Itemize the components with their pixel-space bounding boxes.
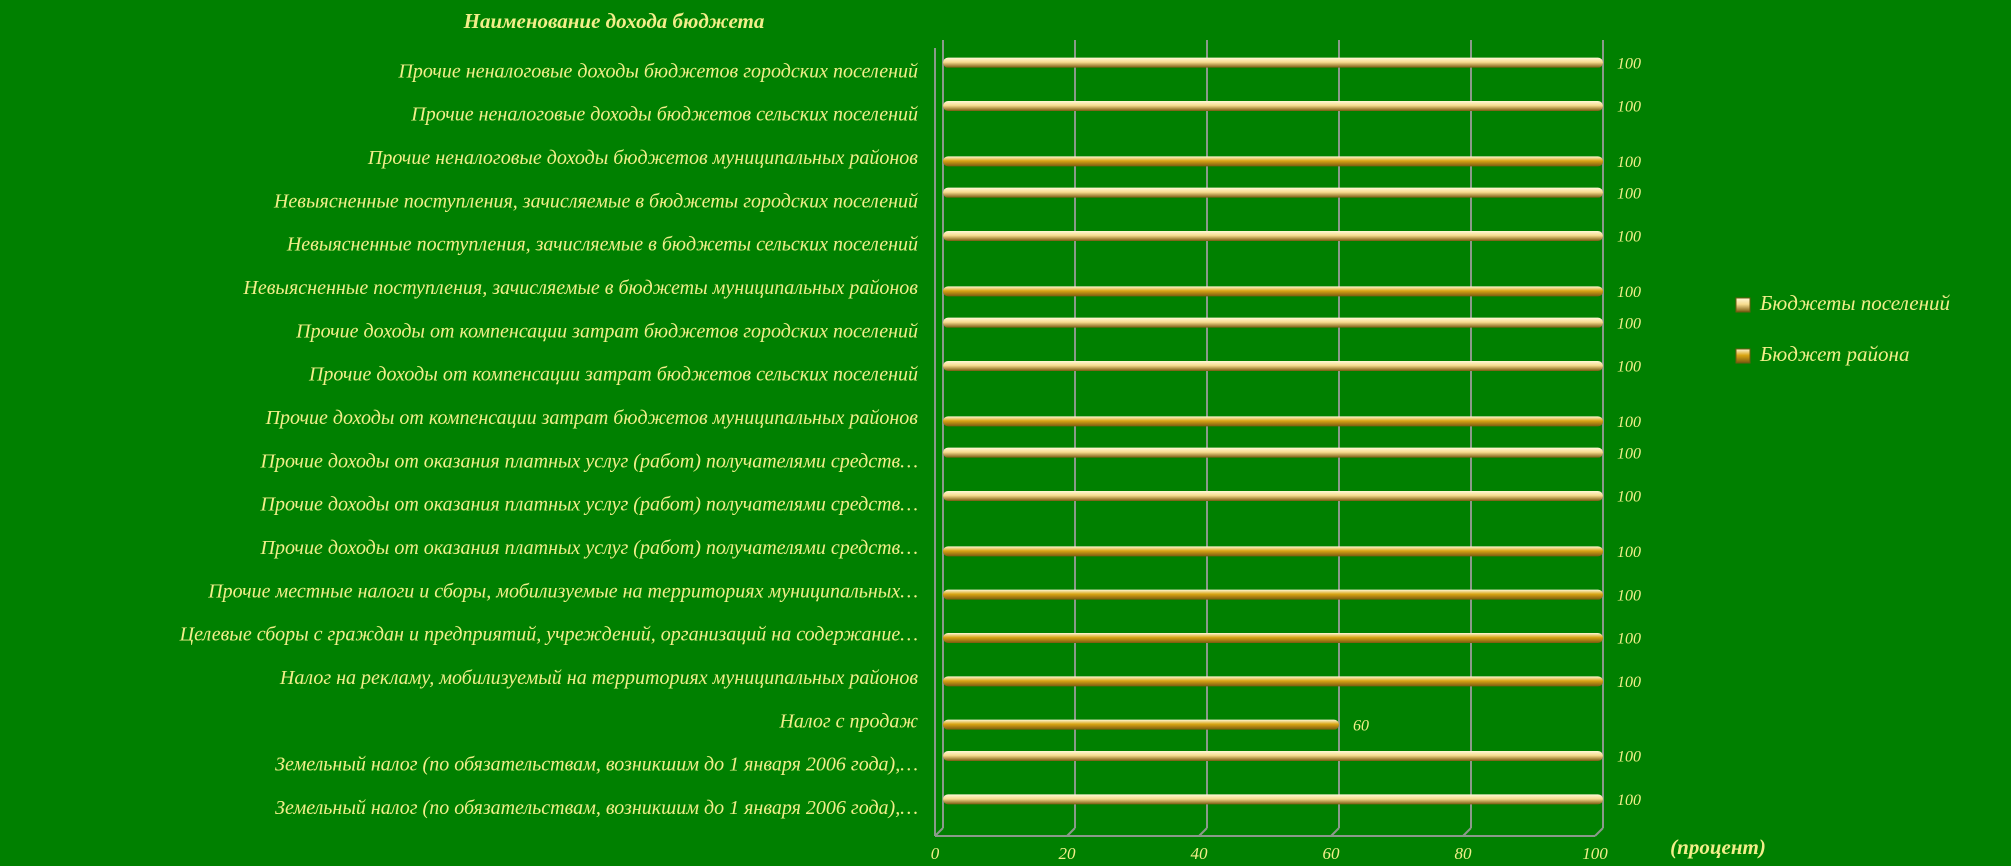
y-tick-label: Прочие доходы от компенсации затрат бюдж… xyxy=(295,320,918,342)
tick-mark xyxy=(1462,827,1472,837)
y-tick-label: Невыясненные поступления, зачисляемые в … xyxy=(273,190,918,212)
x-tick-label: 100 xyxy=(1582,844,1608,863)
value-label: 100 xyxy=(1617,749,1641,766)
y-tick-label: Прочие доходы от оказания платных услуг … xyxy=(260,537,919,559)
y-tick-label: Прочие доходы от оказания платных услуг … xyxy=(260,450,919,472)
bar xyxy=(943,447,1603,458)
value-label: 100 xyxy=(1617,544,1641,561)
y-tick-label: Целевые сборы с граждан и предприятий, у… xyxy=(179,624,918,646)
y-tick-label: Невыясненные поступления, зачисляемые в … xyxy=(286,234,918,256)
tick-mark xyxy=(934,827,944,837)
bar xyxy=(943,317,1603,328)
value-label: 100 xyxy=(1617,674,1641,691)
bar xyxy=(943,794,1603,805)
bar xyxy=(943,286,1603,297)
bar xyxy=(943,101,1603,111)
value-label: 100 xyxy=(1617,792,1641,809)
bar xyxy=(943,589,1603,600)
tick-mark xyxy=(1066,827,1076,837)
legend-swatch xyxy=(1735,297,1751,313)
value-label: 100 xyxy=(1617,587,1641,604)
tick-mark xyxy=(1330,827,1340,837)
bar xyxy=(943,156,1603,167)
bar xyxy=(943,633,1603,643)
value-label: 100 xyxy=(1617,315,1641,332)
bar xyxy=(943,57,1603,68)
y-tick-label: Земельный налог (по обязательствам, возн… xyxy=(275,754,918,776)
x-tick-label: 20 xyxy=(1059,844,1077,863)
y-tick-label: Прочие неналоговые доходы бюджетов город… xyxy=(397,60,918,82)
value-label: 100 xyxy=(1617,229,1641,246)
value-label: 100 xyxy=(1617,489,1641,506)
y-tick-label: Прочие местные налоги и сборы, мобилизуе… xyxy=(207,580,918,602)
y-tick-label: Земельный налог (по обязательствам, возн… xyxy=(275,797,918,819)
legend-label: Бюджет района xyxy=(1759,342,1909,366)
value-label: 100 xyxy=(1617,631,1641,648)
bar xyxy=(943,546,1603,557)
bar xyxy=(943,491,1603,501)
value-label: 100 xyxy=(1617,99,1641,116)
bar xyxy=(943,676,1603,687)
bar xyxy=(943,416,1603,427)
value-label: 100 xyxy=(1617,154,1641,171)
value-label: 100 xyxy=(1617,359,1641,376)
y-tick-label: Прочие неналоговые доходы бюджетов сельс… xyxy=(410,104,918,126)
value-label: 100 xyxy=(1617,284,1641,301)
value-label: 100 xyxy=(1617,414,1641,431)
value-label: 100 xyxy=(1617,185,1641,202)
y-tick-label: Прочие неналоговые доходы бюджетов муниц… xyxy=(367,147,918,169)
x-tick-label: 40 xyxy=(1191,844,1209,863)
bar xyxy=(943,187,1603,198)
x-tick-label: 60 xyxy=(1323,844,1341,863)
value-label: 60 xyxy=(1353,717,1369,734)
bar xyxy=(943,719,1339,730)
legend-swatch xyxy=(1735,348,1751,364)
bar xyxy=(943,751,1603,761)
x-tick-label: 0 xyxy=(931,844,940,863)
value-label: 100 xyxy=(1617,55,1641,72)
x-tick-label: 80 xyxy=(1455,844,1473,863)
tick-mark xyxy=(1594,827,1604,837)
axis-title: Наименование дохода бюджета xyxy=(463,9,765,33)
y-tick-label: Налог на рекламу, мобилизуемый на террит… xyxy=(279,667,918,689)
y-tick-label: Прочие доходы от компенсации затрат бюдж… xyxy=(265,407,919,429)
y-tick-label: Прочие доходы от оказания платных услуг … xyxy=(260,494,919,516)
y-tick-label: Прочие доходы от компенсации затрат бюдж… xyxy=(308,364,918,386)
y-tick-label: Невыясненные поступления, зачисляемые в … xyxy=(242,277,918,299)
axis-title: (процент) xyxy=(1670,835,1766,859)
legend-label: Бюджеты поселений xyxy=(1759,291,1951,315)
bar xyxy=(943,361,1603,371)
y-tick-label: Налог с продаж xyxy=(778,710,918,732)
bar xyxy=(943,231,1603,241)
value-label: 100 xyxy=(1617,445,1641,462)
tick-mark xyxy=(1198,827,1208,837)
